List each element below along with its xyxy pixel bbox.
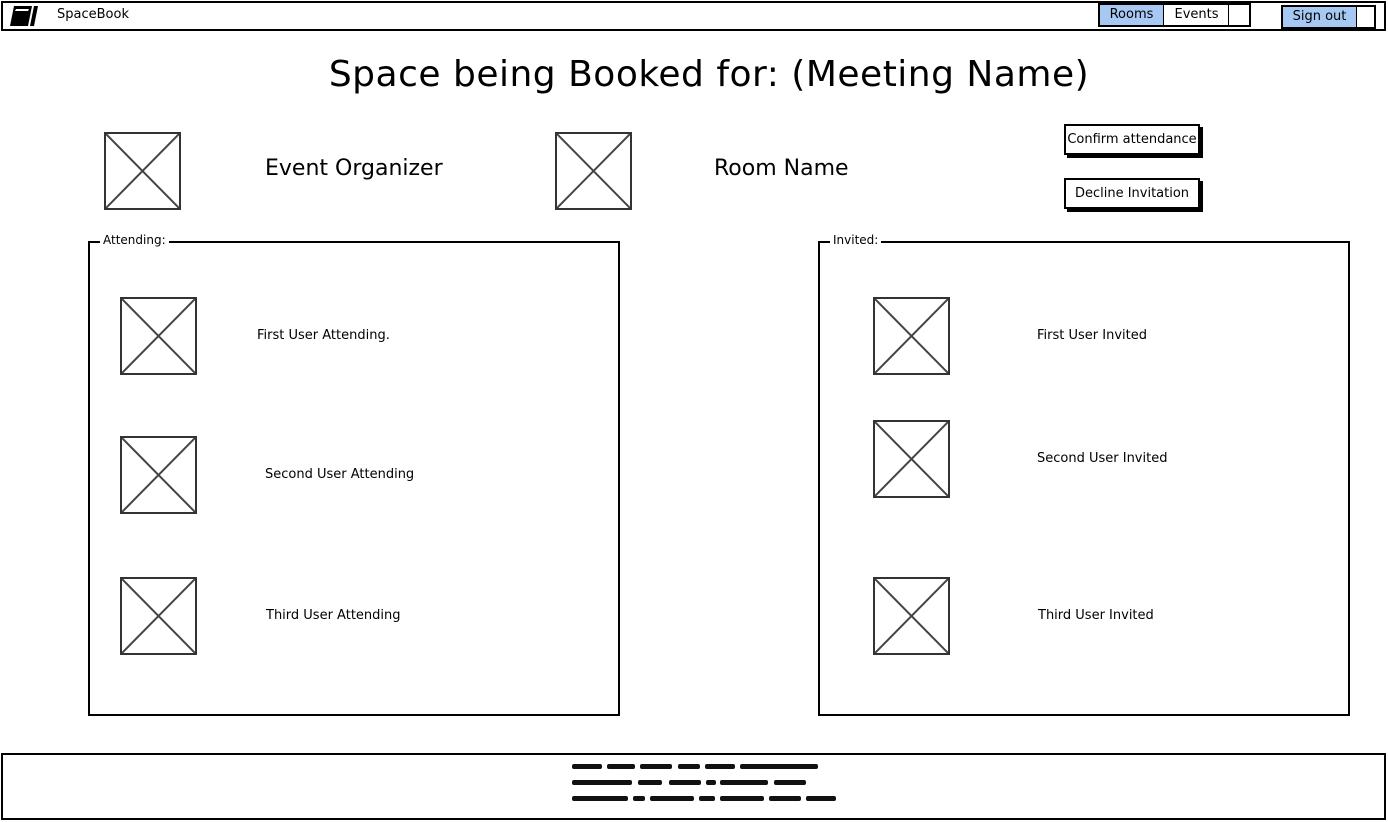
attending-user-2-avatar-placeholder-icon [120,436,197,514]
invited-user-3-avatar-placeholder-icon [873,577,950,655]
room-name-label: Room Name [714,156,849,181]
app-name: SpaceBook [57,7,129,22]
room-image-placeholder-icon [555,132,632,210]
sign-out-button[interactable]: Sign out [1283,7,1357,27]
invited-user-3-label: Third User Invited [1038,608,1154,623]
invited-user-1-label: First User Invited [1037,328,1147,343]
page-title: Space being Booked for: (Meeting Name) [328,54,1090,95]
attending-user-3-label: Third User Attending [266,608,401,623]
invited-legend: Invited: [830,233,882,247]
book-icon[interactable] [8,3,38,29]
attending-user-2-label: Second User Attending [265,467,415,482]
decline-invitation-button[interactable]: Decline Invitation [1064,178,1200,209]
organizer-image-placeholder-icon [104,132,181,210]
attending-legend: Attending: [100,233,169,247]
attending-user-1-avatar-placeholder-icon [120,297,197,375]
event-organizer-label: Event Organizer [265,156,443,181]
invited-user-2-label: Second User Invited [1037,451,1168,466]
invited-user-1-avatar-placeholder-icon [873,297,950,375]
attending-user-1-label: First User Attending. [257,328,390,343]
invited-user-2-avatar-placeholder-icon [873,420,950,498]
tab-events[interactable]: Events [1165,5,1229,25]
attending-user-3-avatar-placeholder-icon [120,577,197,655]
footer-placeholder-text-scribble [572,762,842,806]
confirm-attendance-button[interactable]: Confirm attendance [1064,124,1200,155]
tab-rooms[interactable]: Rooms [1100,5,1164,25]
